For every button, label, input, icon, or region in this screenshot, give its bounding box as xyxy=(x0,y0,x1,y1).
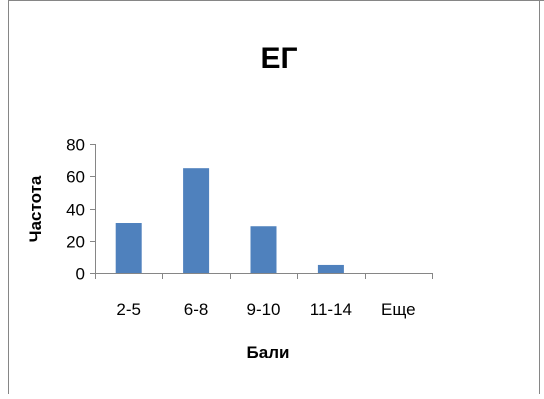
chart-title: ЕГ xyxy=(260,42,297,75)
y-tick-label: 60 xyxy=(66,168,85,187)
x-axis-label: Бали xyxy=(247,343,290,362)
axes-group xyxy=(95,144,432,274)
x-tick-label: 2-5 xyxy=(116,300,141,319)
x-tick-label: 9-10 xyxy=(246,300,280,319)
x-ticks-group: 2-5 6-8 9-10 11-14 Еще xyxy=(95,273,433,319)
bar-9-10 xyxy=(250,226,277,273)
y-ticks-group: 0 20 40 60 80 xyxy=(66,136,95,284)
chart-frame xyxy=(8,0,544,394)
y-tick-label: 0 xyxy=(76,265,85,284)
bar-6-8 xyxy=(183,168,210,273)
bar-11-14 xyxy=(317,264,344,273)
x-tick-label: Еще xyxy=(381,300,416,319)
bars-group xyxy=(115,168,344,273)
y-tick-label: 40 xyxy=(66,201,85,220)
y-tick-label: 20 xyxy=(66,233,85,252)
y-tick-label: 80 xyxy=(66,136,85,155)
y-axis-label: Частота xyxy=(26,175,45,242)
x-tick-label: 11-14 xyxy=(310,300,352,319)
bar-2-5 xyxy=(115,223,142,273)
x-tick-label: 6-8 xyxy=(184,300,209,319)
